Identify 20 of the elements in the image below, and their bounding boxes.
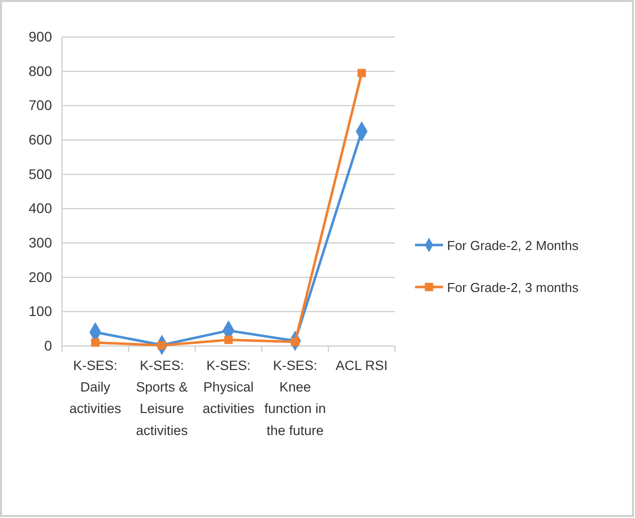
point: [91, 338, 100, 347]
y-tick-label: 800: [28, 62, 52, 79]
x-tick-label: K-SES: Physical activities: [202, 358, 255, 416]
point: [358, 68, 366, 78]
x-tick-label: K-SES: Knee function in the future: [264, 358, 326, 438]
legend-label: For Grade-2, 2 Months: [447, 238, 579, 253]
y-tick-label: 0: [44, 337, 52, 354]
x-tick-label: K-SES: Daily activities: [69, 358, 122, 416]
y-tick-label: 100: [28, 303, 52, 320]
y-tick-label: 300: [28, 234, 52, 250]
x-tick-label: K-SES: Sports & Leisure activities: [136, 358, 188, 438]
y-tick-label: 200: [28, 268, 52, 285]
legend-label: For Grade-2, 3 months: [447, 280, 579, 295]
y-tick-label: 400: [28, 200, 52, 216]
y-tick-label: 600: [28, 131, 52, 148]
point: [224, 336, 233, 344]
y-tick-label: 500: [28, 166, 52, 182]
y-tick-label: 700: [28, 97, 52, 114]
y-tick-label: 900: [28, 28, 52, 44]
x-tick-label: ACL RSI: [336, 358, 388, 373]
